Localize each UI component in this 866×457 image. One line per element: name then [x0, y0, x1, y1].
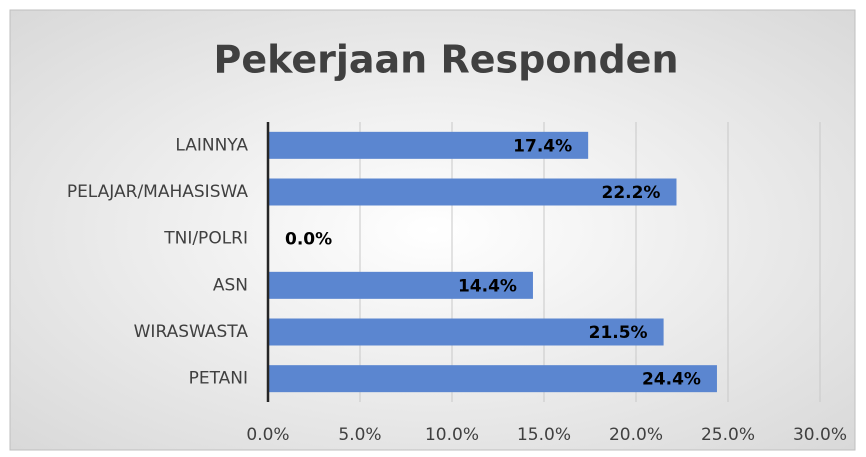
y-tick-label: PETANI [189, 369, 248, 389]
chart-title: Pekerjaan Responden [213, 38, 678, 82]
y-tick-label: TNI/POLRI [163, 229, 248, 249]
x-tick-label: 10.0% [425, 425, 479, 445]
bar [268, 318, 664, 346]
x-tick-label: 0.0% [246, 425, 289, 445]
x-tick-label: 30.0% [793, 425, 847, 445]
y-tick-label: LAINNYA [175, 135, 248, 155]
x-tick-label: 5.0% [338, 425, 381, 445]
data-label: 14.4% [458, 276, 517, 296]
data-label: 22.2% [601, 183, 660, 203]
data-label: 24.4% [642, 370, 701, 390]
x-tick-label: 25.0% [701, 425, 755, 445]
bar [268, 365, 717, 393]
bar [268, 271, 533, 299]
data-label: 0.0% [285, 230, 332, 250]
bar [268, 131, 589, 159]
bar [268, 178, 677, 206]
y-tick-label: PELAJAR/MAHASISWA [67, 182, 249, 202]
y-tick-label: ASN [213, 275, 248, 295]
y-tick-label: WIRASWASTA [134, 322, 249, 342]
x-tick-label: 15.0% [517, 425, 571, 445]
data-label: 21.5% [589, 323, 648, 343]
x-tick-label: 20.0% [609, 425, 663, 445]
data-label: 17.4% [513, 136, 572, 156]
